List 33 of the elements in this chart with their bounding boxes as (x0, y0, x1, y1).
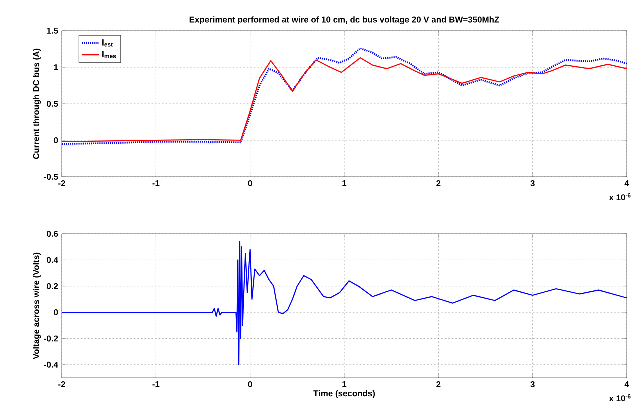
x-tick-label: -1 (152, 382, 160, 388)
y-tick-label: 0.4 (47, 257, 58, 264)
x-tick-label: 0 (248, 382, 252, 388)
y-tick-label: -0.5 (44, 174, 58, 180)
x-tick-label: -2 (58, 180, 66, 186)
y-tick-label: -0.4 (44, 362, 58, 368)
y-tick-label: 0 (54, 138, 58, 144)
legend-label: I$_{mes}$ (102, 51, 116, 58)
y-tick-label: 0 (54, 310, 58, 316)
x-tick-label: -2 (58, 382, 66, 388)
x-tick-label: -1 (152, 180, 160, 186)
x-tick-label: 2 (436, 382, 441, 388)
x-tick-label: 2 (436, 180, 441, 186)
legend-label: I$_{est}$ (102, 40, 114, 47)
y-tick-label: 1.5 (47, 28, 58, 34)
x-tick-label: 0 (248, 180, 252, 187)
x-tick-label: 1 (342, 180, 347, 186)
x-axis-title: Time (seconds) (314, 390, 376, 398)
y-tick-label: 0.2 (47, 283, 58, 290)
y-tick-label: 0.5 (47, 101, 58, 107)
x-tick-label: 4 (624, 382, 630, 388)
x-tick-label: 4 (624, 180, 630, 186)
x-tick-label: 3 (530, 180, 535, 187)
y-tick-label: 1 (54, 64, 58, 70)
text: x 10$^{-6}$ (609, 194, 631, 201)
y-tick-label: 0.6 (47, 231, 58, 237)
x-tick-label: 1 (342, 382, 347, 388)
y-axis-title: Current through DC bus (A) (33, 48, 42, 160)
x-tick-label: 3 (530, 382, 535, 388)
chart-title: Experiment performed at wire of 10 cm, dc bus voltage 20 V and BW=350MhZ (190, 16, 500, 24)
text: x 10$^{-6}$ (609, 394, 631, 402)
y-axis-title: Voltage across wire (Volts) (33, 252, 42, 360)
y-tick-label: -0.2 (44, 336, 58, 342)
